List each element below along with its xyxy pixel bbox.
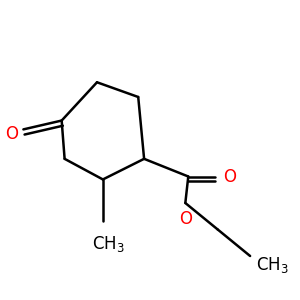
Text: CH$_3$: CH$_3$: [256, 255, 289, 275]
Text: CH$_3$: CH$_3$: [92, 234, 125, 254]
Text: O: O: [179, 210, 192, 228]
Text: O: O: [223, 167, 236, 185]
Text: O: O: [5, 125, 18, 143]
